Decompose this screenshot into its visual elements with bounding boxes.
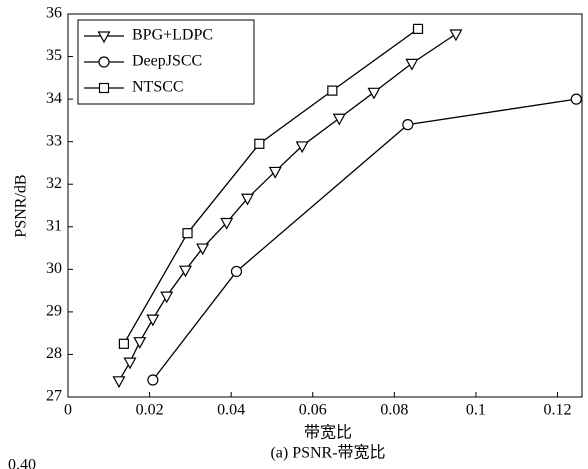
fragment: 0.40 <box>8 457 36 469</box>
marker <box>178 265 193 278</box>
marker <box>196 243 210 256</box>
marker <box>240 193 255 206</box>
marker <box>112 376 126 389</box>
x-tick-label: 0.06 <box>299 402 327 419</box>
caption: (a) PSNR-带宽比 <box>270 444 385 462</box>
x-tick-label: 0.08 <box>380 402 408 419</box>
marker <box>405 58 419 71</box>
series-line <box>152 98 577 381</box>
marker <box>570 93 582 105</box>
plot-frame <box>67 13 583 398</box>
x-tick-label: 0.02 <box>136 402 164 419</box>
y-tick-label: 36 <box>46 5 62 22</box>
x-tick-label: 0.12 <box>544 402 572 419</box>
x-tick-label: 0.04 <box>217 402 245 419</box>
y-tick-label: 33 <box>46 132 62 149</box>
marker <box>98 56 110 68</box>
marker <box>147 374 159 386</box>
marker <box>98 82 110 94</box>
marker <box>367 87 381 100</box>
x-tick-label: 0.1 <box>466 402 486 419</box>
y-tick-label: 29 <box>46 303 62 320</box>
legend-label: BPG+LDPC <box>132 27 213 44</box>
marker <box>327 85 338 96</box>
marker <box>254 138 265 149</box>
marker <box>412 23 424 34</box>
marker <box>182 228 193 239</box>
marker <box>123 357 137 370</box>
marker <box>220 217 234 230</box>
marker <box>449 29 463 42</box>
marker <box>118 338 129 349</box>
y-tick-label: 32 <box>46 175 62 192</box>
marker <box>97 31 111 44</box>
marker <box>133 337 147 349</box>
marker <box>230 265 243 278</box>
x-tick-label: 0 <box>64 402 72 419</box>
y-tick-label: 27 <box>46 388 62 405</box>
y-tick-label: 28 <box>46 345 62 362</box>
marker <box>402 119 414 131</box>
y-tick-label: 34 <box>46 90 62 107</box>
x-axis-label: 带宽比 <box>304 424 352 442</box>
marker <box>160 291 174 304</box>
y-axis-label: PSNR/dB <box>13 174 30 237</box>
legend-label: NTSCC <box>132 79 184 96</box>
y-tick-label: 35 <box>46 47 62 64</box>
legend-label: DeepJSCC <box>132 53 202 70</box>
marker <box>295 141 309 154</box>
marker <box>146 314 160 327</box>
marker <box>268 166 282 179</box>
y-tick-label: 30 <box>46 260 62 277</box>
marker <box>332 113 346 126</box>
y-tick-label: 31 <box>46 217 62 234</box>
